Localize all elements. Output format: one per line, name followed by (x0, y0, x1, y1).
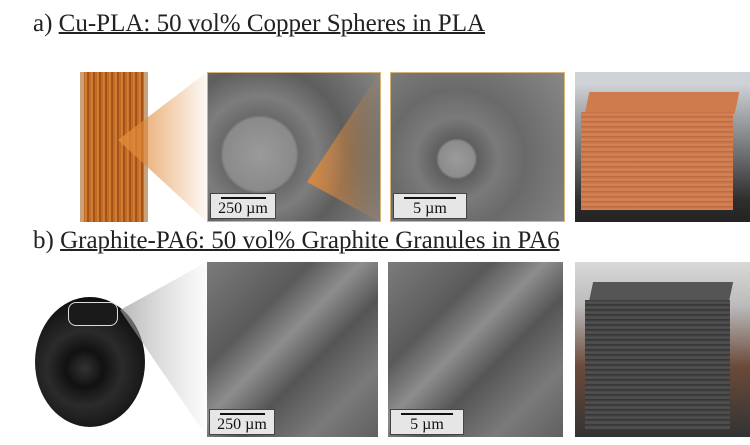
scale-label: 250 µm (218, 200, 268, 217)
scale-label: 5 µm (410, 416, 444, 433)
row-b-title-text: Graphite-PA6: 50 vol% Graphite Granules … (60, 227, 560, 254)
row-a-title: a) Cu-PLA: 50 vol% Copper Spheres in PLA (33, 10, 485, 38)
sem-image-cu-high-mag: 5 µm (390, 72, 565, 222)
sem-image-graphite-low-mag: 250 µm (207, 262, 378, 437)
row-b-title: b) Graphite-PA6: 50 vol% Graphite Granul… (33, 227, 560, 255)
scale-label: 250 µm (217, 416, 267, 433)
copper-printed-cube-photo (575, 72, 750, 222)
scale-bar-250um: 250 µm (209, 409, 275, 435)
scale-label: 5 µm (413, 200, 447, 217)
scale-bar-250um: 250 µm (210, 193, 276, 219)
scale-bar-5um: 5 µm (390, 409, 464, 435)
row-a-label: a) (33, 10, 53, 37)
scale-bar-5um: 5 µm (393, 193, 467, 219)
sem-image-graphite-high-mag: 5 µm (388, 262, 563, 437)
row-b-label: b) (33, 227, 54, 254)
zoom-cone-b1 (120, 262, 207, 437)
graphite-printed-cube-photo (575, 262, 750, 437)
zoom-cone-a1 (118, 72, 207, 222)
row-a-title-text: Cu-PLA: 50 vol% Copper Spheres in PLA (58, 10, 486, 37)
